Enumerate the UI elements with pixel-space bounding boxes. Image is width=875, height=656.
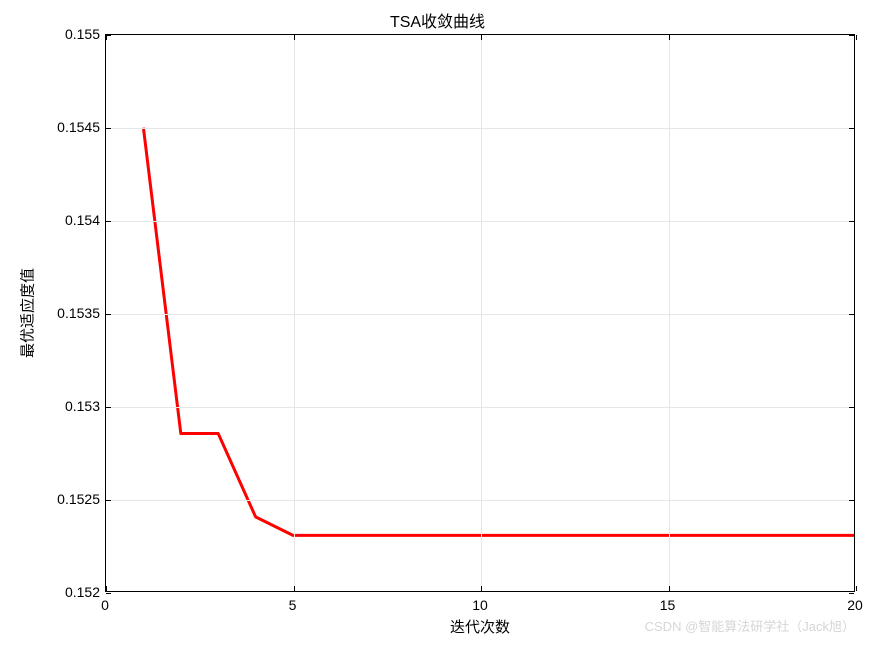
tick-mark-y xyxy=(849,407,854,408)
grid-line-horizontal xyxy=(106,221,854,222)
y-tick-label: 0.154 xyxy=(50,212,100,228)
data-series-line xyxy=(143,128,854,536)
tick-mark-y xyxy=(106,221,111,222)
grid-line-vertical xyxy=(481,35,482,591)
tick-mark-y xyxy=(106,593,111,594)
tick-mark-y xyxy=(106,314,111,315)
tick-mark-y xyxy=(106,128,111,129)
tick-mark-y xyxy=(106,407,111,408)
x-tick-label: 0 xyxy=(101,597,109,613)
watermark-text: CSDN @智能算法研学社（Jack旭） xyxy=(645,616,855,635)
x-axis-label: 迭代次数 xyxy=(450,616,510,637)
tick-mark-y xyxy=(849,35,854,36)
y-tick-label: 0.152 xyxy=(50,584,100,600)
tick-mark-y xyxy=(849,221,854,222)
tick-mark-y xyxy=(849,314,854,315)
y-tick-label: 0.1545 xyxy=(50,119,100,135)
chart-title: TSA收敛曲线 xyxy=(0,8,875,32)
tick-mark-x xyxy=(294,586,295,591)
y-tick-label: 0.1535 xyxy=(50,305,100,321)
tick-mark-x xyxy=(669,586,670,591)
grid-line-horizontal xyxy=(106,128,854,129)
tick-mark-x xyxy=(106,586,107,591)
tick-mark-x xyxy=(856,35,857,40)
tick-mark-y xyxy=(849,128,854,129)
plot-area xyxy=(105,34,855,592)
y-tick-label: 0.153 xyxy=(50,398,100,414)
x-tick-label: 10 xyxy=(472,597,488,613)
grid-line-horizontal xyxy=(106,407,854,408)
y-tick-label: 0.1525 xyxy=(50,491,100,507)
grid-line-horizontal xyxy=(106,500,854,501)
y-axis-label: 最优适应度值 xyxy=(17,268,38,358)
x-tick-label: 15 xyxy=(660,597,676,613)
grid-line-vertical xyxy=(669,35,670,591)
tick-mark-y xyxy=(849,593,854,594)
x-tick-label: 5 xyxy=(289,597,297,613)
grid-line-vertical xyxy=(294,35,295,591)
tick-mark-x xyxy=(481,586,482,591)
chart-container: TSA收敛曲线 最优适应度值 迭代次数 CSDN @智能算法研学社（Jack旭）… xyxy=(0,0,875,656)
tick-mark-x xyxy=(481,35,482,40)
tick-mark-x xyxy=(294,35,295,40)
tick-mark-x xyxy=(669,35,670,40)
y-tick-label: 0.155 xyxy=(50,26,100,42)
tick-mark-x xyxy=(856,586,857,591)
grid-line-horizontal xyxy=(106,314,854,315)
tick-mark-y xyxy=(106,35,111,36)
convergence-line xyxy=(106,35,854,591)
tick-mark-y xyxy=(106,500,111,501)
x-tick-label: 20 xyxy=(847,597,863,613)
tick-mark-y xyxy=(849,500,854,501)
